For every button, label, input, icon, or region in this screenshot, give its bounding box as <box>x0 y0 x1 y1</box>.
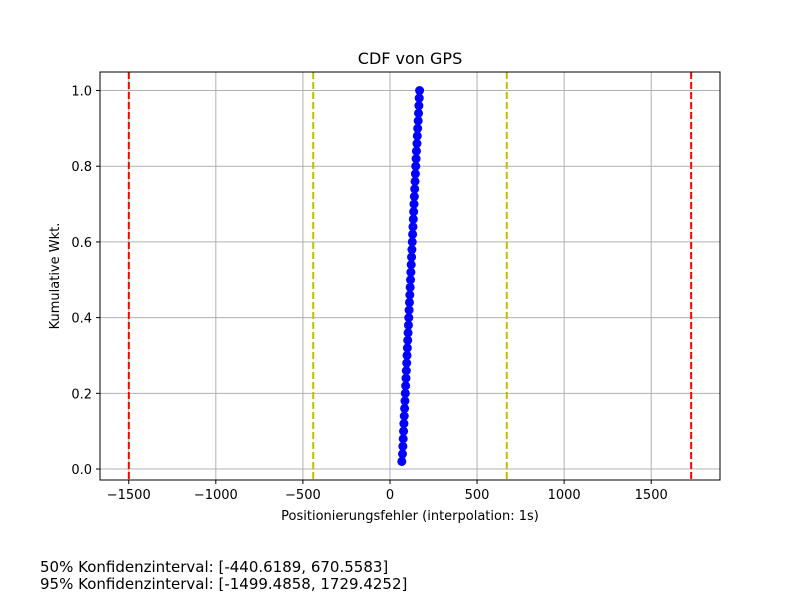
data-point <box>399 426 409 436</box>
data-point <box>412 139 422 149</box>
confidence-lines <box>127 72 693 480</box>
x-tick-label: 1500 <box>635 488 668 503</box>
chart-title: CDF von GPS <box>358 49 462 68</box>
x-tick-label: 0 <box>386 488 394 503</box>
y-axis-label: Kumulative Wkt. <box>48 223 63 330</box>
data-point <box>399 411 409 421</box>
grid-layer <box>100 72 720 480</box>
data-point <box>406 275 416 285</box>
data-point <box>402 350 412 360</box>
data-point <box>400 396 410 406</box>
x-tick-label: 1000 <box>548 488 581 503</box>
data-point <box>415 86 425 96</box>
plot-frame <box>99 71 721 481</box>
data-points <box>397 86 425 466</box>
data-point <box>404 305 414 315</box>
data-point <box>406 260 416 270</box>
data-point <box>412 131 422 141</box>
data-point <box>414 101 424 111</box>
data-point <box>407 252 417 262</box>
data-point <box>400 403 410 413</box>
data-point <box>404 313 414 323</box>
cdf-chart: −1500 −1000 −500 0 500 1000 1500 0.0 0.2 0.4 0.6 0.… <box>48 49 721 524</box>
data-point <box>411 161 421 171</box>
confidence-summary: 50% Konfidenzinterval: [-440.6189, 670.5… <box>40 559 407 593</box>
data-point <box>400 388 410 398</box>
axis-ticks: −1500 −1000 −500 0 500 1000 1500 0.0 0.2 0.4 0.6 0.… <box>71 85 667 503</box>
data-point <box>414 93 424 103</box>
x-tick-label: −1500 <box>107 488 151 503</box>
data-point <box>410 169 420 179</box>
x-tick-label: −500 <box>285 488 321 503</box>
data-point <box>409 199 419 209</box>
data-point <box>410 176 420 186</box>
x-tick-label: 500 <box>465 488 490 503</box>
data-point <box>409 192 419 202</box>
data-point <box>414 108 424 118</box>
y-tick-label: 0.2 <box>71 387 92 402</box>
x-axis-label: Positionierungsfehler (interpolation: 1s… <box>281 509 539 524</box>
data-point <box>407 245 417 255</box>
confidence-95-text: 95% Konfidenzinterval: [-1499.4858, 1729… <box>40 575 408 593</box>
data-point <box>399 419 409 429</box>
data-point <box>407 237 417 247</box>
data-point <box>408 229 418 239</box>
y-tick-label: 1.0 <box>71 85 92 100</box>
data-point <box>401 373 411 383</box>
data-point <box>398 441 408 451</box>
data-point <box>404 297 414 307</box>
confidence-50-text: 50% Konfidenzinterval: [-440.6189, 670.5… <box>40 558 389 576</box>
data-point <box>401 366 411 376</box>
data-point <box>398 449 408 459</box>
x-tick-label: −1000 <box>194 488 238 503</box>
data-point <box>402 358 412 368</box>
y-tick-label: 0.4 <box>71 312 92 327</box>
data-point <box>401 381 411 391</box>
y-tick-label: 0.6 <box>71 236 92 251</box>
data-point <box>408 214 418 224</box>
data-point <box>405 282 415 292</box>
data-point <box>405 290 415 300</box>
data-point <box>402 343 412 353</box>
data-point <box>413 123 423 133</box>
data-point <box>398 434 408 444</box>
data-point <box>408 222 418 232</box>
data-point <box>406 267 416 277</box>
data-point <box>397 456 407 466</box>
data-point <box>409 207 419 217</box>
data-point <box>410 184 420 194</box>
data-point <box>403 335 413 345</box>
data-point <box>403 328 413 338</box>
data-point <box>403 320 413 330</box>
y-tick-label: 0.8 <box>71 160 92 175</box>
data-point <box>413 116 423 126</box>
data-point <box>411 146 421 156</box>
y-tick-label: 0.0 <box>71 463 92 478</box>
data-point <box>411 154 421 164</box>
